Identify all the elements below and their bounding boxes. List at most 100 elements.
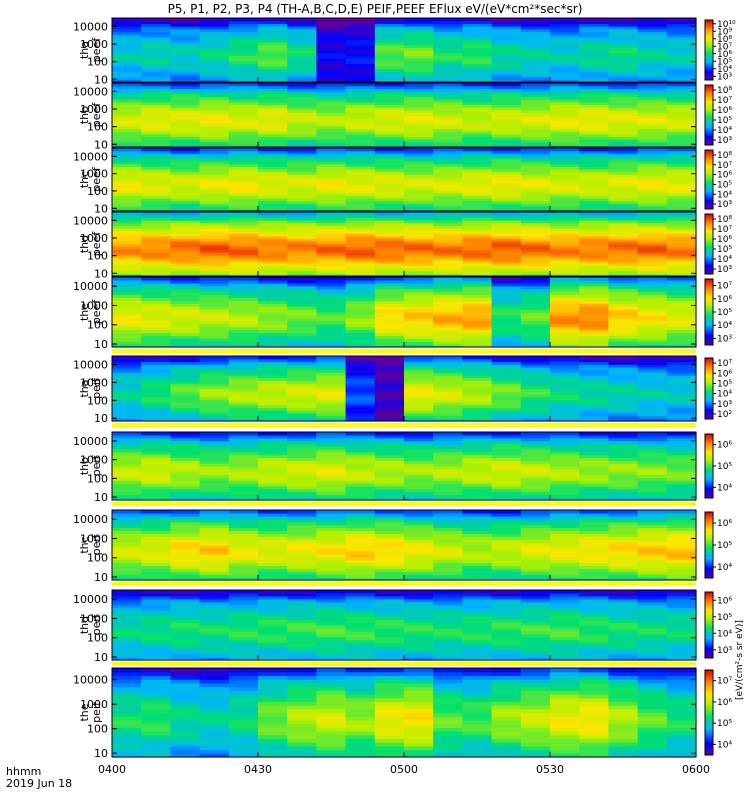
heatmap-cell [637,214,668,218]
heatmap-cell [199,179,230,183]
heatmap-cell [666,244,697,248]
heatmap-cell [228,648,259,652]
heatmap-cell [433,571,463,575]
heatmap-cell [287,686,317,691]
heatmap-cell [462,719,493,725]
heatmap-cell [374,404,405,409]
heatmap-cell [404,341,434,345]
heatmap-cell [666,265,697,269]
heatmap-cell [404,385,434,390]
heatmap-cell [579,28,609,32]
heatmap-cell [462,42,493,46]
heatmap-cell [491,66,522,70]
heatmap-cell [608,731,639,736]
heatmap-cell [608,553,639,558]
heatmap-cell [404,451,434,456]
heatmap-cell [550,619,580,623]
heatmap-cell [112,610,142,614]
heatmap-cell [199,466,230,470]
heatmap-cell [520,466,551,470]
heatmap-cell [608,518,639,523]
heatmap-cell [199,485,230,490]
heatmap-cell [491,52,522,56]
heatmap-cell [228,404,259,409]
heatmap-cell [170,613,201,617]
heatmap-cell [520,636,551,641]
heatmap-cell [637,592,668,597]
heatmap-cell [491,31,522,35]
heatmap-cell [491,524,522,529]
heatmap-cell [374,633,405,638]
heatmap-cell [637,303,668,307]
heatmap-cell [433,36,463,40]
heatmap-cell [608,410,639,414]
heatmap-cell [550,610,580,614]
heatmap-cell [433,727,463,732]
heatmap-cell [374,148,405,152]
colorbar-tick-label: 10⁶ [717,596,732,606]
heatmap-cell [287,530,317,534]
heatmap-cell [608,446,639,450]
heatmap-cell [141,131,171,135]
heatmap-cell [579,671,609,677]
heatmap-cell [520,568,551,572]
heatmap-cell [550,518,580,523]
heatmap-cell [228,607,259,612]
heatmap-cell [258,633,288,638]
heatmap-cell [258,491,288,495]
heatmap-cell [170,562,201,567]
heatmap-cell [579,568,609,572]
heatmap-cell [579,477,609,481]
heatmap-cell [141,515,171,520]
heatmap-cell [141,712,171,717]
heatmap-cell [345,407,376,411]
heatmap-cell [404,434,434,439]
heatmap-cell [287,460,317,464]
heatmap-cell [666,131,697,135]
heatmap-cell [345,63,376,67]
heatmap-cell [608,136,639,140]
heatmap-cell [666,277,697,281]
heatmap-cell [345,565,376,569]
heatmap-cell [112,556,142,561]
heatmap-cell [170,257,201,261]
heatmap-cell [258,66,288,70]
heatmap-cell [550,241,580,245]
heatmap-cell [112,83,142,87]
heatmap-cell [228,288,259,293]
heatmap-cell [433,277,463,281]
heatmap-cell [491,601,522,606]
y-tick-label: 100 [87,394,108,407]
heatmap-cell [520,109,551,113]
heatmap-cell [520,539,551,543]
heatmap-cell [287,601,317,606]
heatmap-cell [579,192,609,196]
heatmap-cell [345,524,376,529]
heatmap-cell [491,483,522,487]
heatmap-cell [316,742,347,747]
heatmap-cell [637,577,668,581]
heatmap-cell [170,372,201,376]
heatmap-cell [404,120,434,124]
heatmap-cell [666,393,697,398]
heatmap-cell [433,28,463,32]
heatmap-cell [637,273,668,277]
heatmap-cell [374,539,405,543]
heatmap-cell [287,412,317,417]
heatmap-cell [112,443,142,447]
heatmap-cell [316,20,347,24]
heatmap-cell [462,312,493,316]
heatmap-cell [228,88,259,92]
heatmap-cell [579,471,609,476]
heatmap-cell [579,745,609,751]
heatmap-cell [170,654,201,658]
heatmap-cell [374,527,405,532]
heatmap-cell [170,233,201,237]
heatmap-cell [258,139,288,143]
heatmap-cell [520,463,551,467]
heatmap-cell [579,749,609,754]
heatmap-cell [462,76,493,80]
heatmap-cell [199,524,230,529]
heatmap-cell [462,338,493,342]
heatmap-cell [608,451,639,456]
